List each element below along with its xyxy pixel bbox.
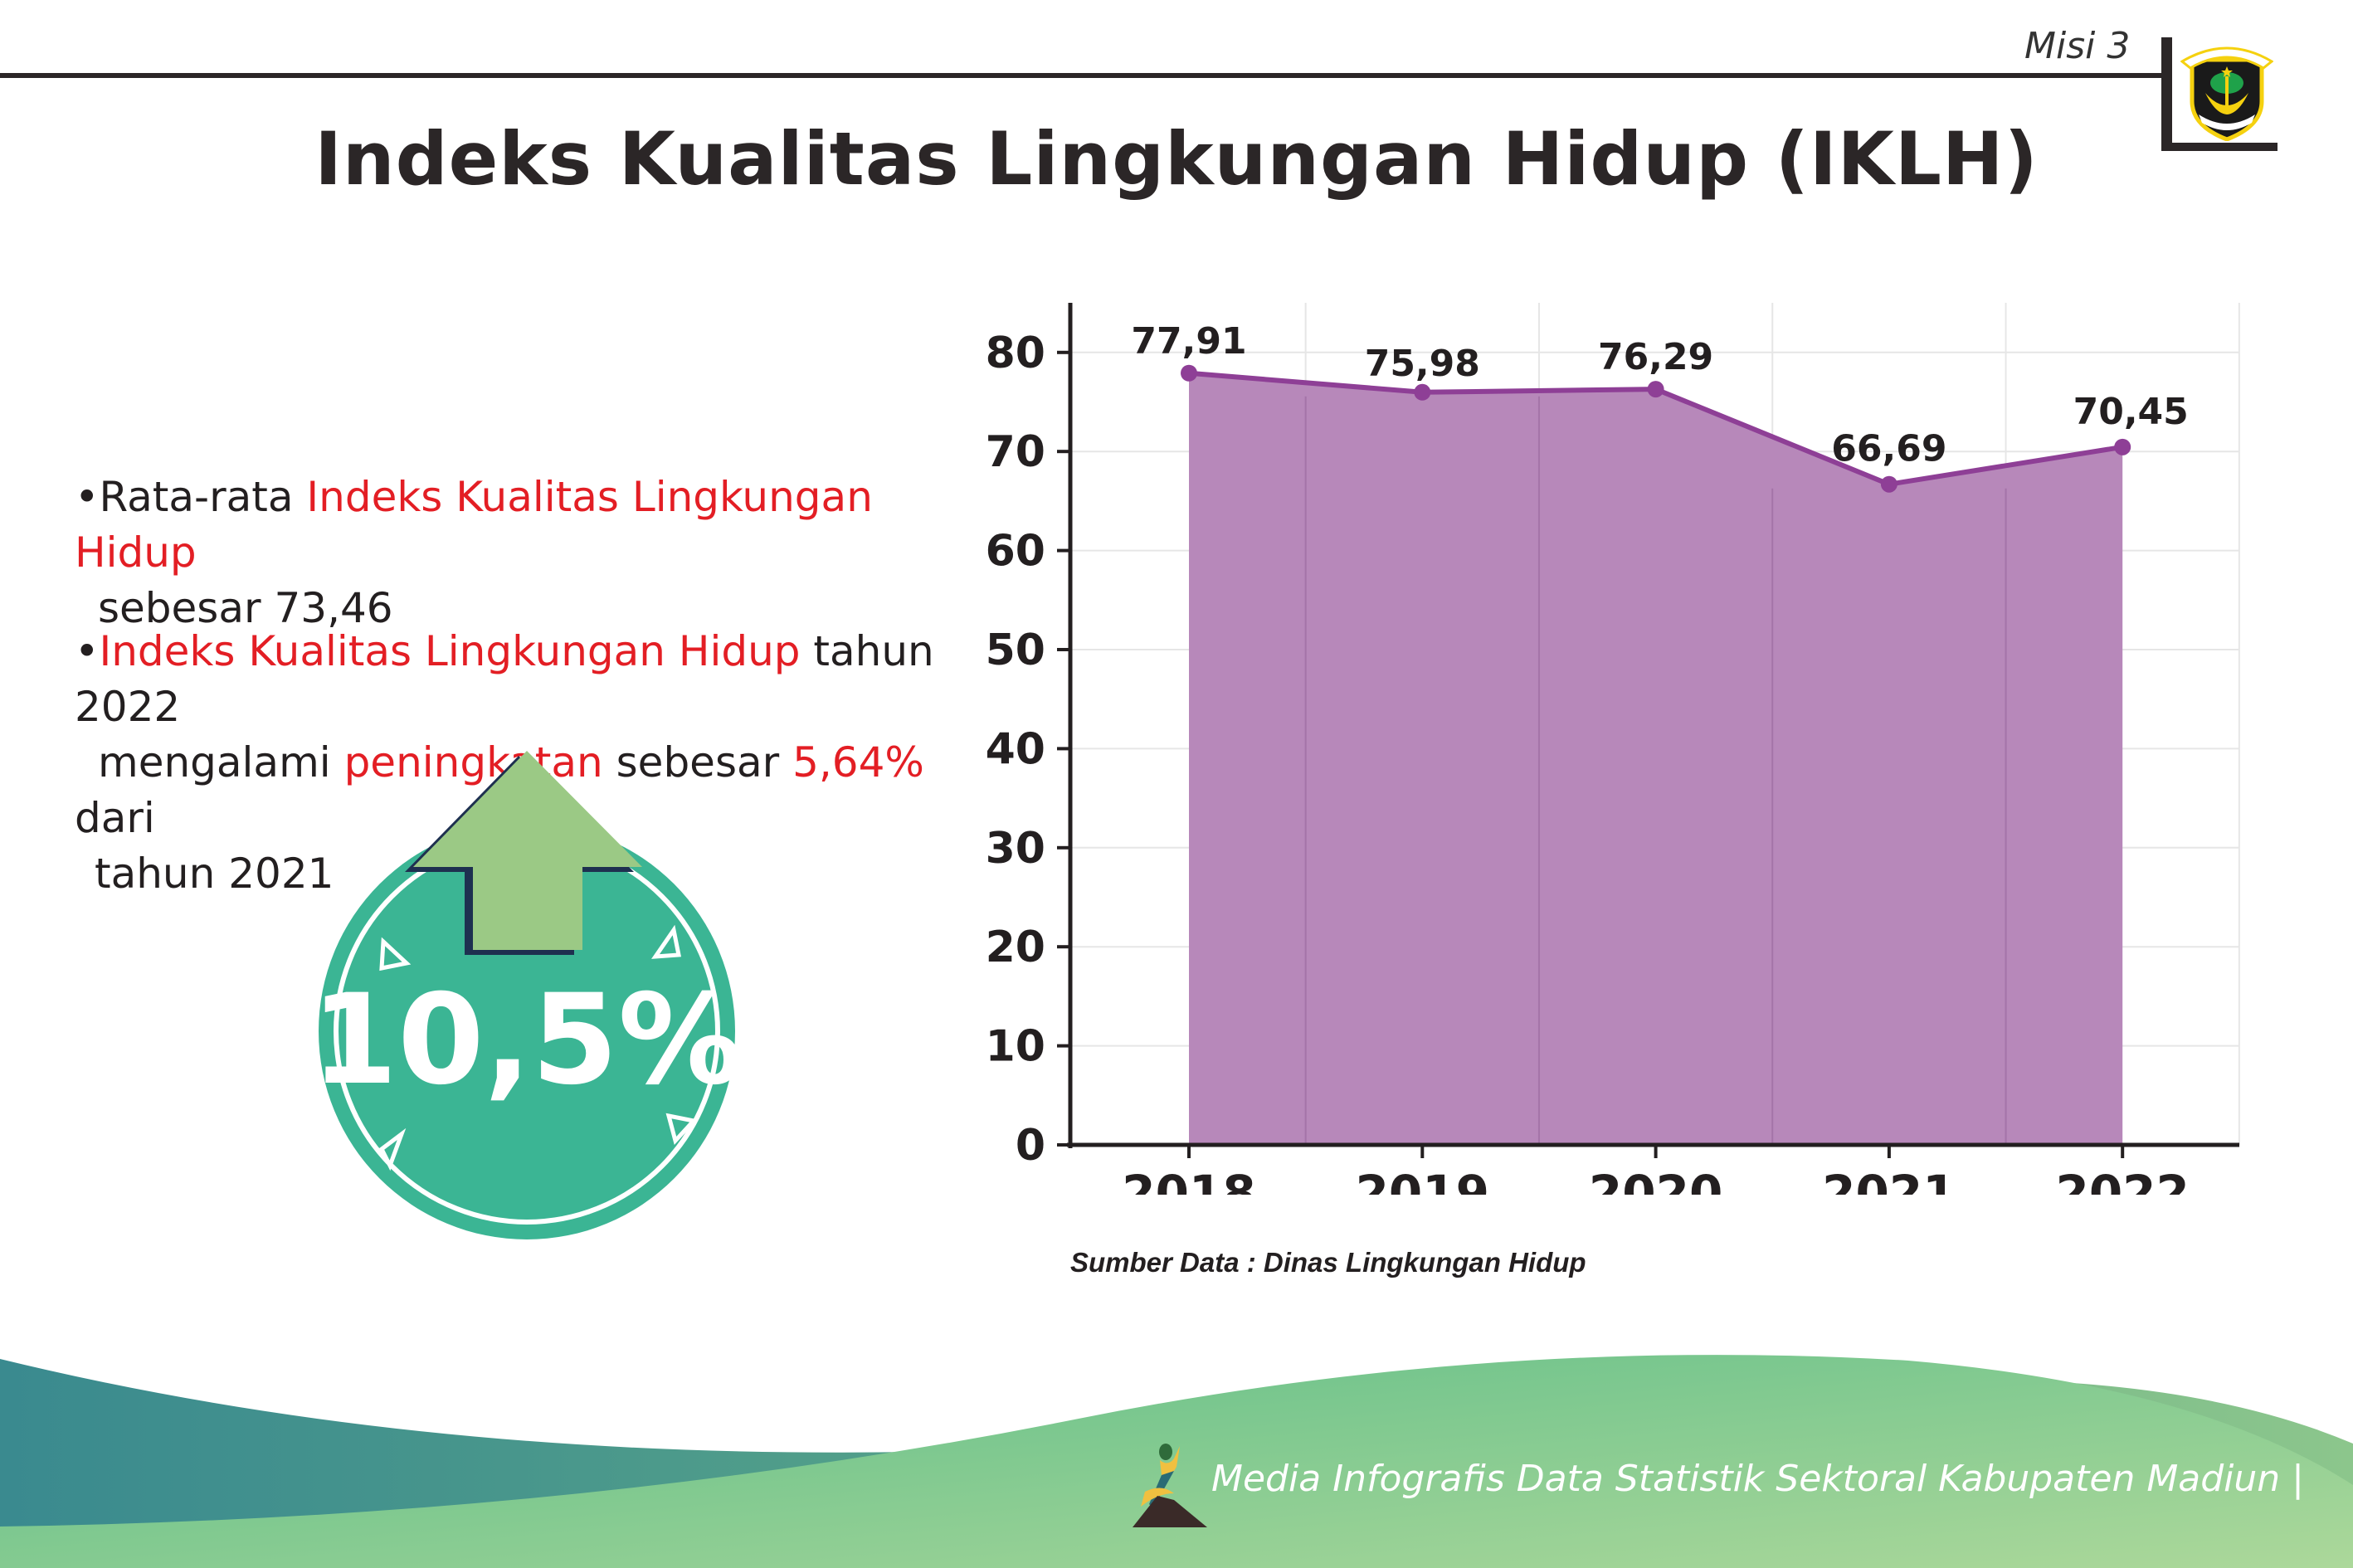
data-label-2021: 66,69	[1831, 428, 1946, 470]
bullet-highlight: Indeks Kualitas Lingkungan Hidup	[75, 473, 873, 577]
bullet-text: tahun 2021	[95, 850, 334, 898]
bullet-text: Rata-rata	[99, 473, 307, 521]
data-point-2021	[1880, 475, 1898, 493]
growth-badge: 10,5%	[315, 751, 743, 1239]
x-tick-label-2021: 2021	[1822, 1165, 1956, 1195]
data-label-2022: 70,45	[2073, 391, 2189, 433]
bullet-text: mengalami	[98, 738, 344, 786]
data-label-2019: 75,98	[1365, 343, 1480, 385]
y-tick-label-20: 20	[986, 923, 1045, 972]
y-tick-label-60: 60	[986, 527, 1045, 577]
x-tick-label-2020: 2020	[1589, 1165, 1722, 1195]
bullet-highlight: Indeks Kualitas Lingkungan Hidup	[99, 627, 801, 675]
iklh-area-chart: 77,91 75,98 76,29 66,69 70,45 0 10 20 30 40 50 60 70…	[986, 303, 2240, 1195]
bullet-text: sebesar 73,46	[98, 584, 393, 632]
header-corner-vertical	[2161, 37, 2172, 151]
bullet-average: •Rata-rata Indeks Kualitas Lingkungan Hi…	[75, 470, 954, 636]
header-rule	[0, 73, 2165, 78]
data-point-2018	[1181, 364, 1197, 382]
bullet-highlight: 5,64%	[792, 738, 924, 786]
data-point-2020	[1647, 381, 1664, 398]
data-point-2022	[2114, 438, 2131, 455]
data-point-2019	[1414, 383, 1431, 401]
arrow-up-icon	[405, 751, 642, 955]
y-tick-label-40: 40	[986, 724, 1045, 774]
badge-circle	[319, 823, 735, 1239]
bullet-text: tahun 2022	[75, 627, 934, 731]
y-tick-label-80: 80	[986, 329, 1045, 378]
bullet-text: dari	[75, 794, 155, 842]
y-tick-label-50: 50	[986, 626, 1045, 675]
data-label-2018: 77,91	[1131, 320, 1246, 363]
mission-label: Misi 3	[2024, 25, 2131, 67]
bullet-text: sebesar	[602, 738, 793, 786]
x-tick-label-2019: 2019	[1356, 1165, 1489, 1195]
bullet-dot: •	[75, 627, 100, 675]
area-fill	[1189, 373, 2123, 1145]
footer-text: Media Infografis Data Statistik Sektoral…	[1211, 1458, 2304, 1500]
y-tick-label-10: 10	[986, 1022, 1045, 1072]
x-tick-label-2022: 2022	[2055, 1165, 2189, 1195]
bullet-dot: •	[75, 473, 100, 521]
bullet-increase: •Indeks Kualitas Lingkungan Hidup tahun …	[75, 624, 954, 902]
y-tick-label-70: 70	[986, 427, 1045, 477]
x-tick-label-2018: 2018	[1122, 1165, 1255, 1195]
y-tick-label-0: 0	[1016, 1121, 1045, 1171]
footer-figure-logo	[1133, 1444, 1207, 1527]
data-source: Sumber Data : Dinas Lingkungan Hidup	[1070, 1247, 1586, 1278]
bullet-highlight: peningkatan	[343, 738, 603, 786]
data-label-2020: 76,29	[1598, 336, 1713, 378]
page-title: Indeks Kualitas Lingkungan Hidup (IKLH)	[314, 116, 2039, 202]
y-tick-label-30: 30	[986, 824, 1045, 874]
decorative-triangles	[378, 924, 698, 1171]
header-corner-horizontal	[2161, 143, 2277, 151]
kabupaten-madiun-logo	[2180, 46, 2273, 141]
badge-value: 10,5%	[315, 968, 743, 1113]
